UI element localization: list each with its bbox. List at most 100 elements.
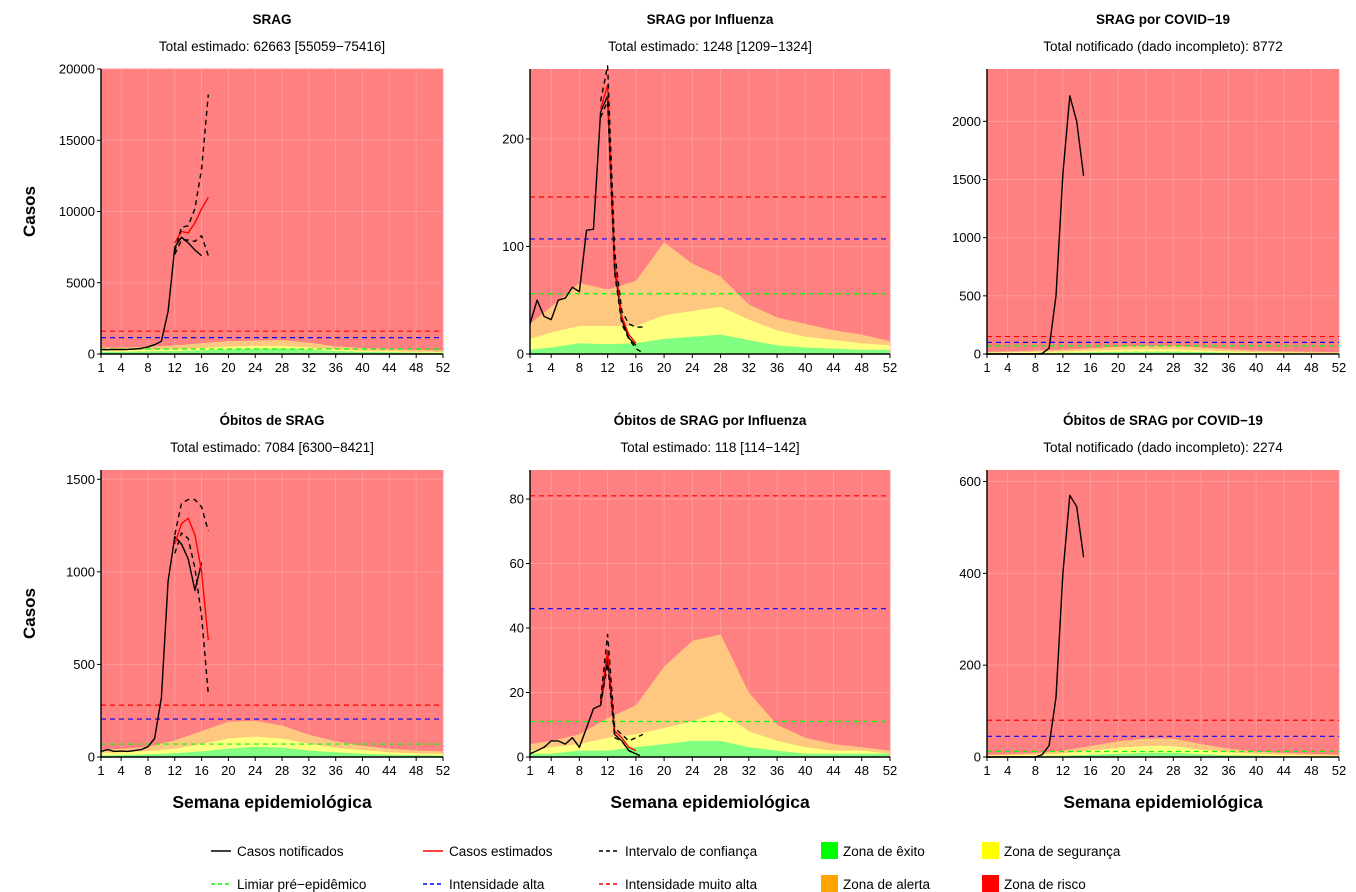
x-tick-label: 44 xyxy=(1277,763,1291,778)
intervalo-confianca-line xyxy=(599,633,644,742)
panel-subtitle: Total estimado: 7084 [6300−8421] xyxy=(170,440,374,455)
y-tick-label: 15000 xyxy=(59,133,95,148)
x-tick-label: 16 xyxy=(194,763,208,778)
x-tick-label: 52 xyxy=(1332,360,1346,375)
x-tick-label: 40 xyxy=(798,360,812,375)
panel-title: SRAG por Influenza xyxy=(647,12,774,27)
x-tick-label: 12 xyxy=(168,763,182,778)
zona-exito-area xyxy=(101,348,443,354)
x-tick-label: 44 xyxy=(382,360,396,375)
y-tick-label: 0 xyxy=(974,750,981,765)
y-tick-label: 80 xyxy=(510,492,524,507)
x-tick-label: 36 xyxy=(770,360,784,375)
x-tick-label: 8 xyxy=(576,763,583,778)
grid xyxy=(529,470,891,758)
y-tick-label: 400 xyxy=(959,566,981,581)
panel-subtitle: Total notificado (dado incompleto): 8772 xyxy=(1043,39,1282,54)
x-tick-label: 52 xyxy=(883,763,897,778)
y-tick-label: 500 xyxy=(959,288,981,303)
limiar-label: Limiar pré−epidêmico xyxy=(237,877,366,892)
casos-notificados-line xyxy=(100,536,203,753)
x-tick-label: 20 xyxy=(657,763,671,778)
intervalo-confianca-line xyxy=(174,532,209,695)
panel-title: Óbitos de SRAG por COVID−19 xyxy=(1063,413,1263,428)
x-tick-label: 12 xyxy=(600,360,614,375)
panel-title: Óbitos de SRAG xyxy=(219,413,324,428)
x-tick-label: 1 xyxy=(983,360,990,375)
x-tick-label: 8 xyxy=(576,360,583,375)
x-tick-label: 24 xyxy=(1139,763,1153,778)
y-tick-label: 40 xyxy=(510,621,524,636)
y-tick-label: 60 xyxy=(510,556,524,571)
x-tick-label: 12 xyxy=(1056,360,1070,375)
x-tick-label: 44 xyxy=(382,763,396,778)
x-tick-label: 40 xyxy=(1249,360,1263,375)
x-tick-label: 20 xyxy=(221,763,235,778)
zona-exito-area xyxy=(530,334,890,354)
panel-title: SRAG xyxy=(252,12,291,27)
x-axis-label: Semana epidemiológica xyxy=(1063,792,1263,812)
x-tick-label: 28 xyxy=(1166,763,1180,778)
x-tick-label: 36 xyxy=(1221,360,1235,375)
x-tick-label: 24 xyxy=(685,360,699,375)
y-tick-label: 200 xyxy=(502,131,524,146)
y-tick-label: 0 xyxy=(517,750,524,765)
x-tick-label: 48 xyxy=(1304,763,1318,778)
zona-seguranca-label: Zona de segurança xyxy=(1004,844,1121,859)
casos-estimados-line xyxy=(599,649,637,752)
intensidade-alta-label: Intensidade alta xyxy=(449,877,545,892)
y-tick-label: 100 xyxy=(502,239,524,254)
x-tick-label: 52 xyxy=(883,360,897,375)
y-tick-label: 0 xyxy=(88,750,95,765)
y-tick-label: 2000 xyxy=(952,114,981,129)
panel-subtitle: Total notificado (dado incompleto): 2274 xyxy=(1043,440,1283,455)
x-tick-label: 1 xyxy=(526,360,533,375)
zona-alerta-label: Zona de alerta xyxy=(843,877,931,892)
intensidade-muito-alta-label: Intensidade muito alta xyxy=(625,877,758,892)
x-tick-label: 8 xyxy=(144,763,151,778)
x-tick-label: 24 xyxy=(1139,360,1153,375)
x-tick-label: 12 xyxy=(1056,763,1070,778)
x-tick-label: 40 xyxy=(798,763,812,778)
x-tick-label: 36 xyxy=(1221,763,1235,778)
x-tick-label: 40 xyxy=(1249,763,1263,778)
x-tick-label: 48 xyxy=(409,360,423,375)
x-tick-label: 8 xyxy=(144,360,151,375)
x-tick-label: 1 xyxy=(983,763,990,778)
x-tick-label: 12 xyxy=(600,763,614,778)
x-tick-label: 4 xyxy=(548,360,555,375)
x-tick-label: 32 xyxy=(302,360,316,375)
panel-title: SRAG por COVID−19 xyxy=(1096,12,1230,27)
intervalo-confianca-line xyxy=(599,662,644,758)
x-tick-label: 1 xyxy=(97,360,104,375)
casos-estimados-line xyxy=(174,517,209,641)
casos-notificados-label: Casos notificados xyxy=(237,844,344,859)
y-tick-label: 1000 xyxy=(66,564,95,579)
x-tick-label: 32 xyxy=(1194,763,1208,778)
y-tick-label: 600 xyxy=(959,474,981,489)
casos-estimados-line xyxy=(599,84,637,344)
x-tick-label: 28 xyxy=(275,360,289,375)
zona-alerta-area xyxy=(530,634,890,757)
x-tick-label: 20 xyxy=(1111,360,1125,375)
x-tick-label: 40 xyxy=(355,360,369,375)
intervalo-confianca-label: Intervalo de confiança xyxy=(625,844,758,859)
x-tick-label: 12 xyxy=(168,360,182,375)
panel-subtitle: Total estimado: 1248 [1209−1324] xyxy=(608,39,812,54)
zona-risco-area xyxy=(987,69,1339,354)
y-tick-label: 1000 xyxy=(952,230,981,245)
x-tick-label: 44 xyxy=(1277,360,1291,375)
zona-exito-area xyxy=(987,752,1339,757)
x-tick-label: 52 xyxy=(436,360,450,375)
x-tick-label: 52 xyxy=(436,763,450,778)
x-tick-label: 4 xyxy=(118,360,125,375)
x-tick-label: 28 xyxy=(1166,360,1180,375)
x-tick-label: 4 xyxy=(548,763,555,778)
x-tick-label: 16 xyxy=(629,763,643,778)
zona-risco-area xyxy=(987,470,1339,757)
y-tick-label: 5000 xyxy=(66,275,95,290)
x-axis-label: Semana epidemiológica xyxy=(610,792,810,812)
x-tick-label: 28 xyxy=(713,763,727,778)
